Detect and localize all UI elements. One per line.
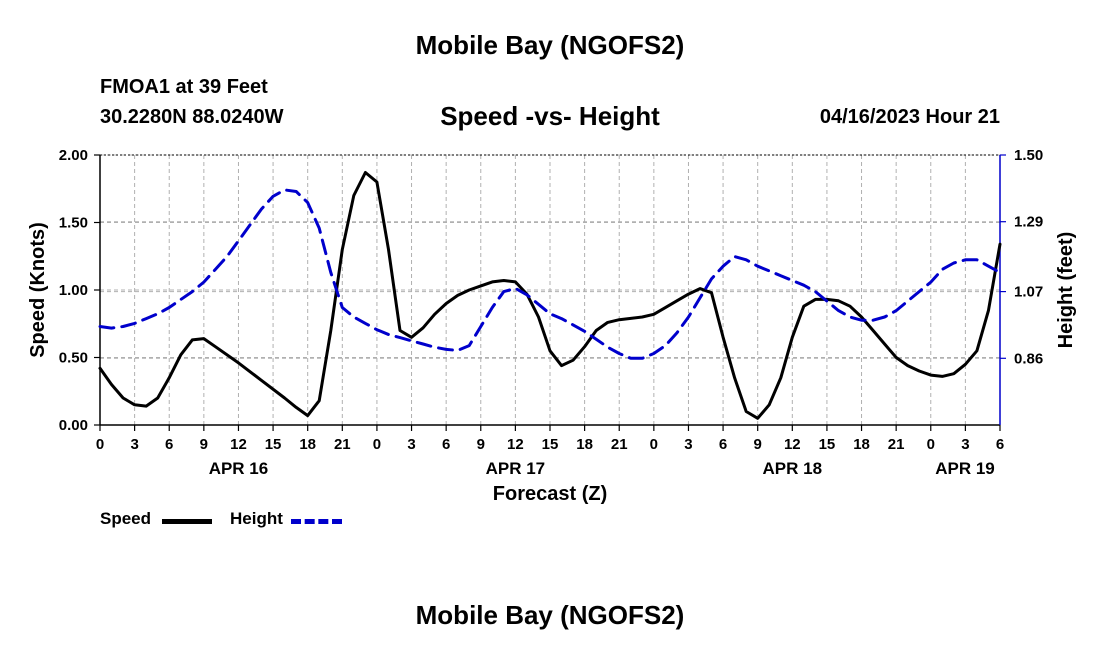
y-tick-label: 2.00 — [59, 147, 88, 164]
chart-subtitle: Speed -vs- Height — [440, 101, 660, 131]
x-tick-label: 6 — [719, 436, 727, 453]
x-tick-label: 9 — [200, 436, 208, 453]
y-tick-label: 1.00 — [59, 282, 88, 299]
y-tick-label: 1.50 — [59, 215, 88, 232]
x-tick-label: 15 — [265, 436, 282, 453]
x-tick-label: 12 — [507, 436, 524, 453]
footer-title: Mobile Bay (NGOFS2) — [415, 600, 685, 630]
x-tick-label: 6 — [442, 436, 450, 453]
series-line-height — [98, 188, 1002, 360]
y-tick-label: 0.50 — [59, 350, 88, 367]
series-line-speed — [98, 171, 1002, 420]
x-tick-label: 0 — [373, 436, 381, 453]
legend-speed-swatch — [162, 519, 212, 524]
date-label: APR 16 — [209, 459, 269, 478]
x-tick-label: 3 — [684, 436, 692, 453]
x-tick-label: 9 — [754, 436, 762, 453]
x-tick-label: 3 — [130, 436, 138, 453]
x-tick-label: 12 — [230, 436, 247, 453]
x-tick-label: 12 — [784, 436, 801, 453]
x-tick-label: 0 — [650, 436, 658, 453]
x-tick-label: 9 — [477, 436, 485, 453]
x-tick-label: 6 — [996, 436, 1004, 453]
y-axis-title: Speed (Knots) — [27, 222, 49, 358]
x-tick-label: 15 — [819, 436, 836, 453]
x-tick-label: 3 — [961, 436, 969, 453]
coordinates-label: 30.2280N 88.0240W — [100, 106, 284, 128]
x-tick-label: 6 — [165, 436, 173, 453]
datetime-label: 04/16/2023 Hour 21 — [819, 106, 1000, 128]
y2-tick-label: 1.50 — [1014, 147, 1043, 164]
x-tick-label: 21 — [611, 436, 628, 453]
x-tick-label: 21 — [888, 436, 905, 453]
x-tick-label: 0 — [927, 436, 935, 453]
y2-tick-label: 1.29 — [1014, 214, 1043, 231]
legend-height-label: Height — [230, 509, 283, 528]
date-label: APR 17 — [486, 459, 546, 478]
page-title: Mobile Bay (NGOFS2) — [415, 30, 685, 60]
station-label: FMOA1 at 39 Feet — [100, 76, 268, 98]
y2-tick-label: 0.86 — [1014, 350, 1043, 367]
x-tick-label: 3 — [407, 436, 415, 453]
date-label: APR 18 — [763, 459, 823, 478]
legend-height-swatch — [291, 519, 342, 524]
legend-speed-label: Speed — [100, 509, 152, 528]
x-tick-label: 15 — [542, 436, 559, 453]
x-axis-title: Forecast (Z) — [493, 483, 607, 505]
y-tick-label: 0.00 — [59, 417, 88, 434]
y2-axis-title: Height (feet) — [1055, 232, 1077, 349]
x-tick-label: 0 — [96, 436, 104, 453]
date-label: APR 19 — [935, 459, 995, 478]
x-tick-label: 18 — [576, 436, 593, 453]
x-tick-label: 21 — [334, 436, 351, 453]
x-tick-label: 18 — [853, 436, 870, 453]
x-tick-label: 18 — [299, 436, 316, 453]
y2-tick-label: 1.07 — [1014, 284, 1043, 301]
